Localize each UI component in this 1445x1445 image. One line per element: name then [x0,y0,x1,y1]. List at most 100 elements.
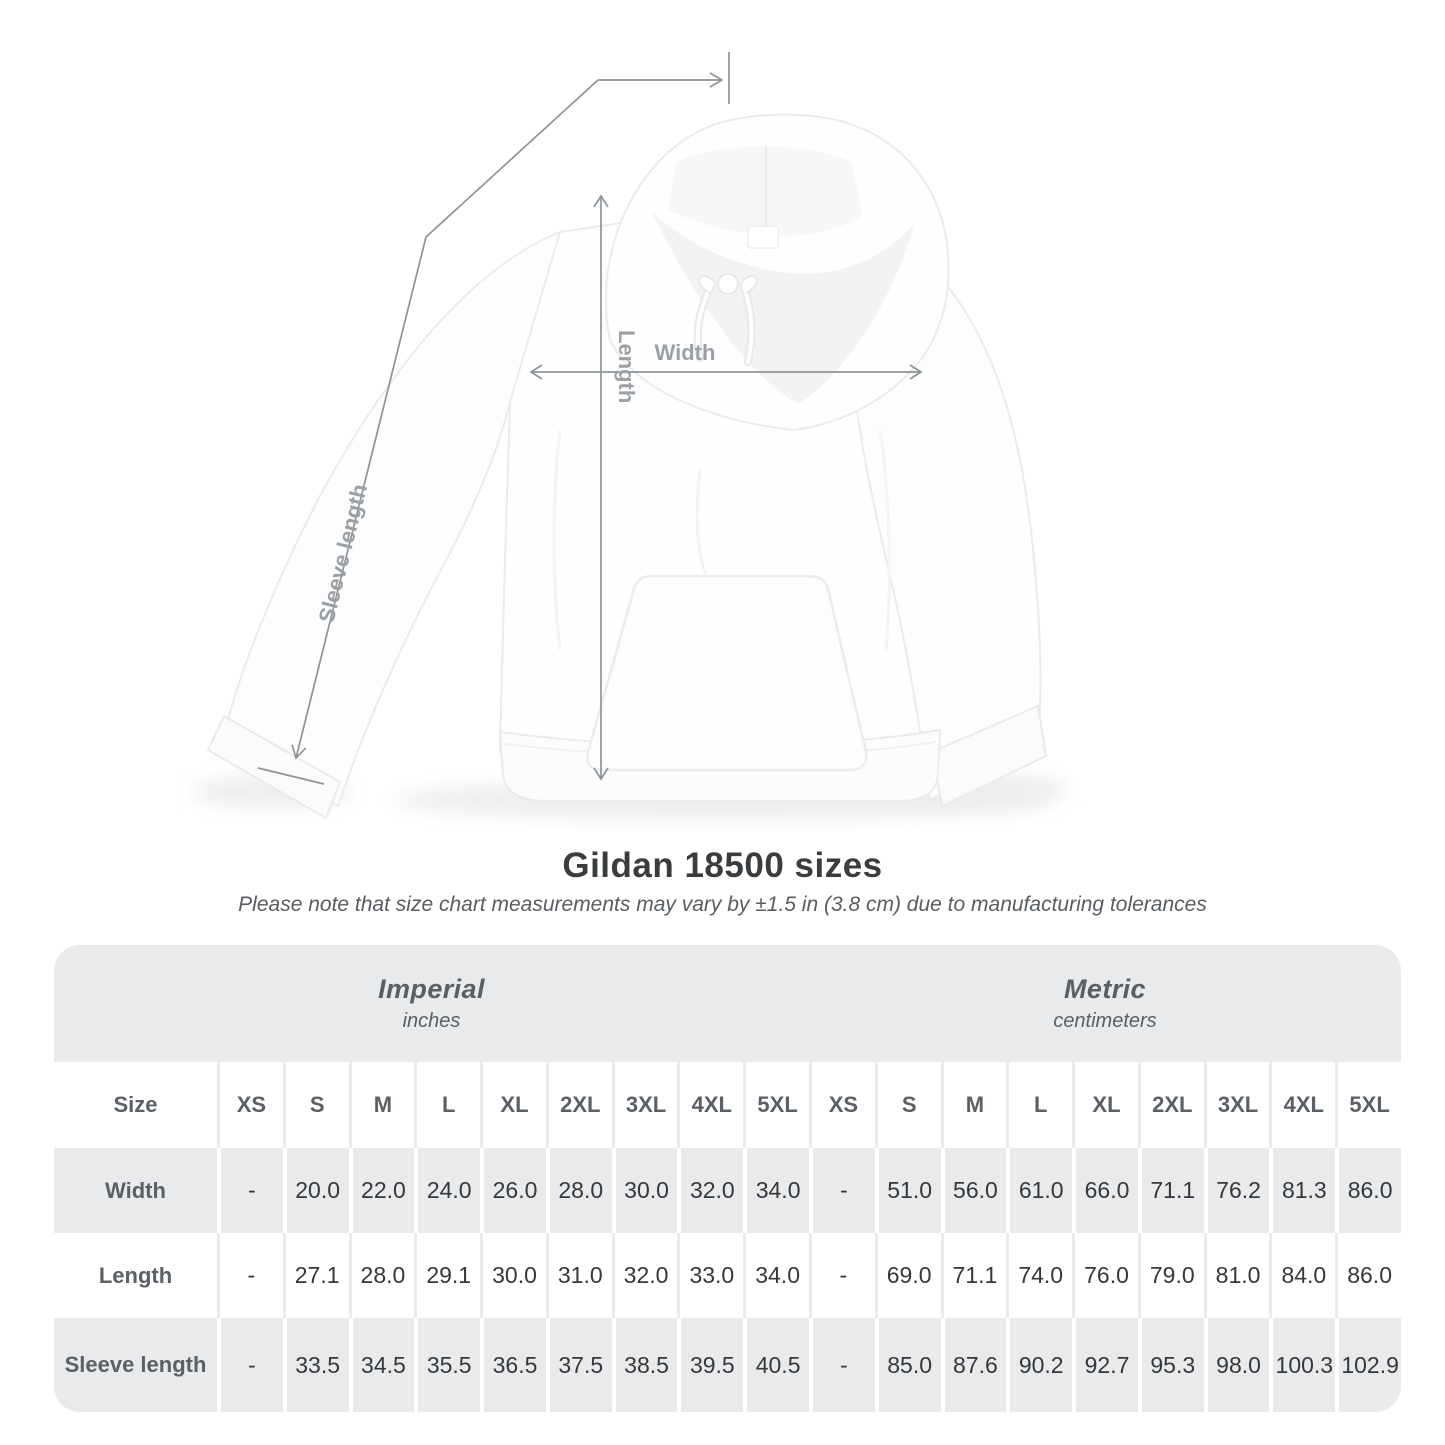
width-row: Width - 20.0 22.0 24.0 26.0 28.0 30.0 32… [54,1148,1401,1233]
value-cell: - [809,1318,875,1412]
size-header-imperial-4xl: 4XL [677,1062,743,1148]
hoodie-size-diagram: Length Width Sleeve length [192,52,1068,820]
value-cell: 87.6 [940,1318,1007,1412]
value-cell: 71.1 [940,1233,1007,1318]
measurement-arrows [257,52,923,785]
size-header-row: Size XS S M L XL 2XL 3XL 4XL 5XL XS S M … [54,1062,1401,1148]
value-cell: 95.3 [1137,1318,1204,1412]
hoodie-image [206,113,1048,820]
cuff-tick [257,767,325,785]
value-cell: 32.0 [611,1233,678,1318]
size-header-imperial-3xl: 3XL [611,1062,678,1148]
arrowhead-right [709,72,724,88]
value-cell: 28.0 [545,1148,612,1233]
imperial-group-header: Imperial inches [54,945,809,1062]
value-cell: 85.0 [874,1318,941,1412]
size-header-imperial-xs: XS [217,1062,283,1148]
value-cell: 92.7 [1072,1318,1138,1412]
size-header-metric-m: M [940,1062,1007,1148]
value-cell: 37.5 [545,1318,612,1412]
value-cell: - [217,1148,283,1233]
arrowhead-left [529,364,543,380]
value-cell: 35.5 [414,1318,480,1412]
imperial-unit: inches [402,1010,461,1032]
size-header-metric-l: L [1006,1062,1072,1148]
size-header-metric-s: S [874,1062,941,1148]
sleeve-length-row: Sleeve length - 33.5 34.5 35.5 36.5 37.5… [54,1318,1401,1412]
row-label-sleeve-length: Sleeve length [64,1352,207,1377]
value-cell: 71.1 [1137,1148,1204,1233]
value-cell: 76.0 [1072,1233,1138,1318]
size-header-metric-xl: XL [1072,1062,1138,1148]
value-cell: 33.5 [282,1318,349,1412]
size-chart-table: Imperial inches Metric centimeters Size … [54,945,1401,1412]
value-cell: 51.0 [874,1148,941,1233]
size-header-imperial-5xl: 5XL [743,1062,809,1148]
value-cell: 29.1 [414,1233,480,1318]
arrowhead-down [593,767,609,781]
arrowhead-up [593,194,609,208]
size-header-imperial-l: L [414,1062,480,1148]
value-cell: 33.0 [677,1233,743,1318]
value-cell: 32.0 [677,1148,743,1233]
value-cell: 69.0 [874,1233,941,1318]
row-label-width: Width [105,1177,166,1203]
value-cell: - [809,1233,875,1318]
size-header-metric-2xl: 2XL [1137,1062,1204,1148]
value-cell: 36.5 [480,1318,546,1412]
value-cell: 76.2 [1203,1148,1270,1233]
value-cell: 34.5 [348,1318,415,1412]
size-header-imperial-2xl: 2XL [545,1062,612,1148]
value-cell: - [217,1233,283,1318]
sleeve-length-line [295,79,599,759]
value-cell: 28.0 [348,1233,415,1318]
size-header-metric-xs: XS [809,1062,875,1148]
size-header-metric-3xl: 3XL [1203,1062,1270,1148]
value-cell: 39.5 [677,1318,743,1412]
value-cell: 66.0 [1072,1148,1138,1233]
value-cell: 81.0 [1203,1233,1270,1318]
size-column-header: Size [113,1092,158,1117]
size-header-imperial-m: M [348,1062,415,1148]
value-cell: 86.0 [1335,1233,1401,1318]
value-cell: 74.0 [1006,1233,1072,1318]
unit-group-header-row: Imperial inches Metric centimeters [54,945,1401,1062]
size-header-metric-4xl: 4XL [1269,1062,1335,1148]
value-cell: 56.0 [940,1148,1007,1233]
value-cell: 100.3 [1269,1318,1335,1412]
value-cell: 30.0 [611,1148,678,1233]
value-cell: 81.3 [1269,1148,1335,1233]
value-cell: 90.2 [1006,1318,1072,1412]
size-header-metric-5xl: 5XL [1335,1062,1401,1148]
value-cell: 84.0 [1269,1233,1335,1318]
value-cell: 34.0 [743,1233,809,1318]
imperial-label: Imperial [378,974,485,1004]
value-cell: 24.0 [414,1148,480,1233]
value-cell: 31.0 [545,1233,612,1318]
tolerance-note: Please note that size chart measurements… [238,893,1207,916]
page-title: Gildan 18500 sizes [562,846,883,885]
value-cell: 79.0 [1137,1233,1204,1318]
length-measure-label: Length [614,330,639,403]
metric-label: Metric [1064,974,1146,1004]
value-cell: 30.0 [480,1233,546,1318]
value-cell: - [217,1318,283,1412]
value-cell: 102.9 [1335,1318,1401,1412]
value-cell: 98.0 [1203,1318,1270,1412]
arrowhead-right2 [909,364,923,380]
length-row: Length - 27.1 28.0 29.1 30.0 31.0 32.0 3… [54,1233,1401,1318]
value-cell: 40.5 [743,1318,809,1412]
metric-unit: centimeters [1053,1010,1157,1032]
value-cell: - [809,1148,875,1233]
row-label-length: Length [98,1262,173,1288]
value-cell: 38.5 [611,1318,678,1412]
value-cell: 27.1 [282,1233,349,1318]
value-cell: 20.0 [282,1148,349,1233]
value-cell: 86.0 [1335,1148,1401,1233]
value-cell: 22.0 [348,1148,415,1233]
value-cell: 61.0 [1006,1148,1072,1233]
value-cell: 34.0 [743,1148,809,1233]
arrowhead-down-left [291,744,307,760]
size-header-imperial-xl: XL [480,1062,546,1148]
size-header-imperial-s: S [282,1062,349,1148]
